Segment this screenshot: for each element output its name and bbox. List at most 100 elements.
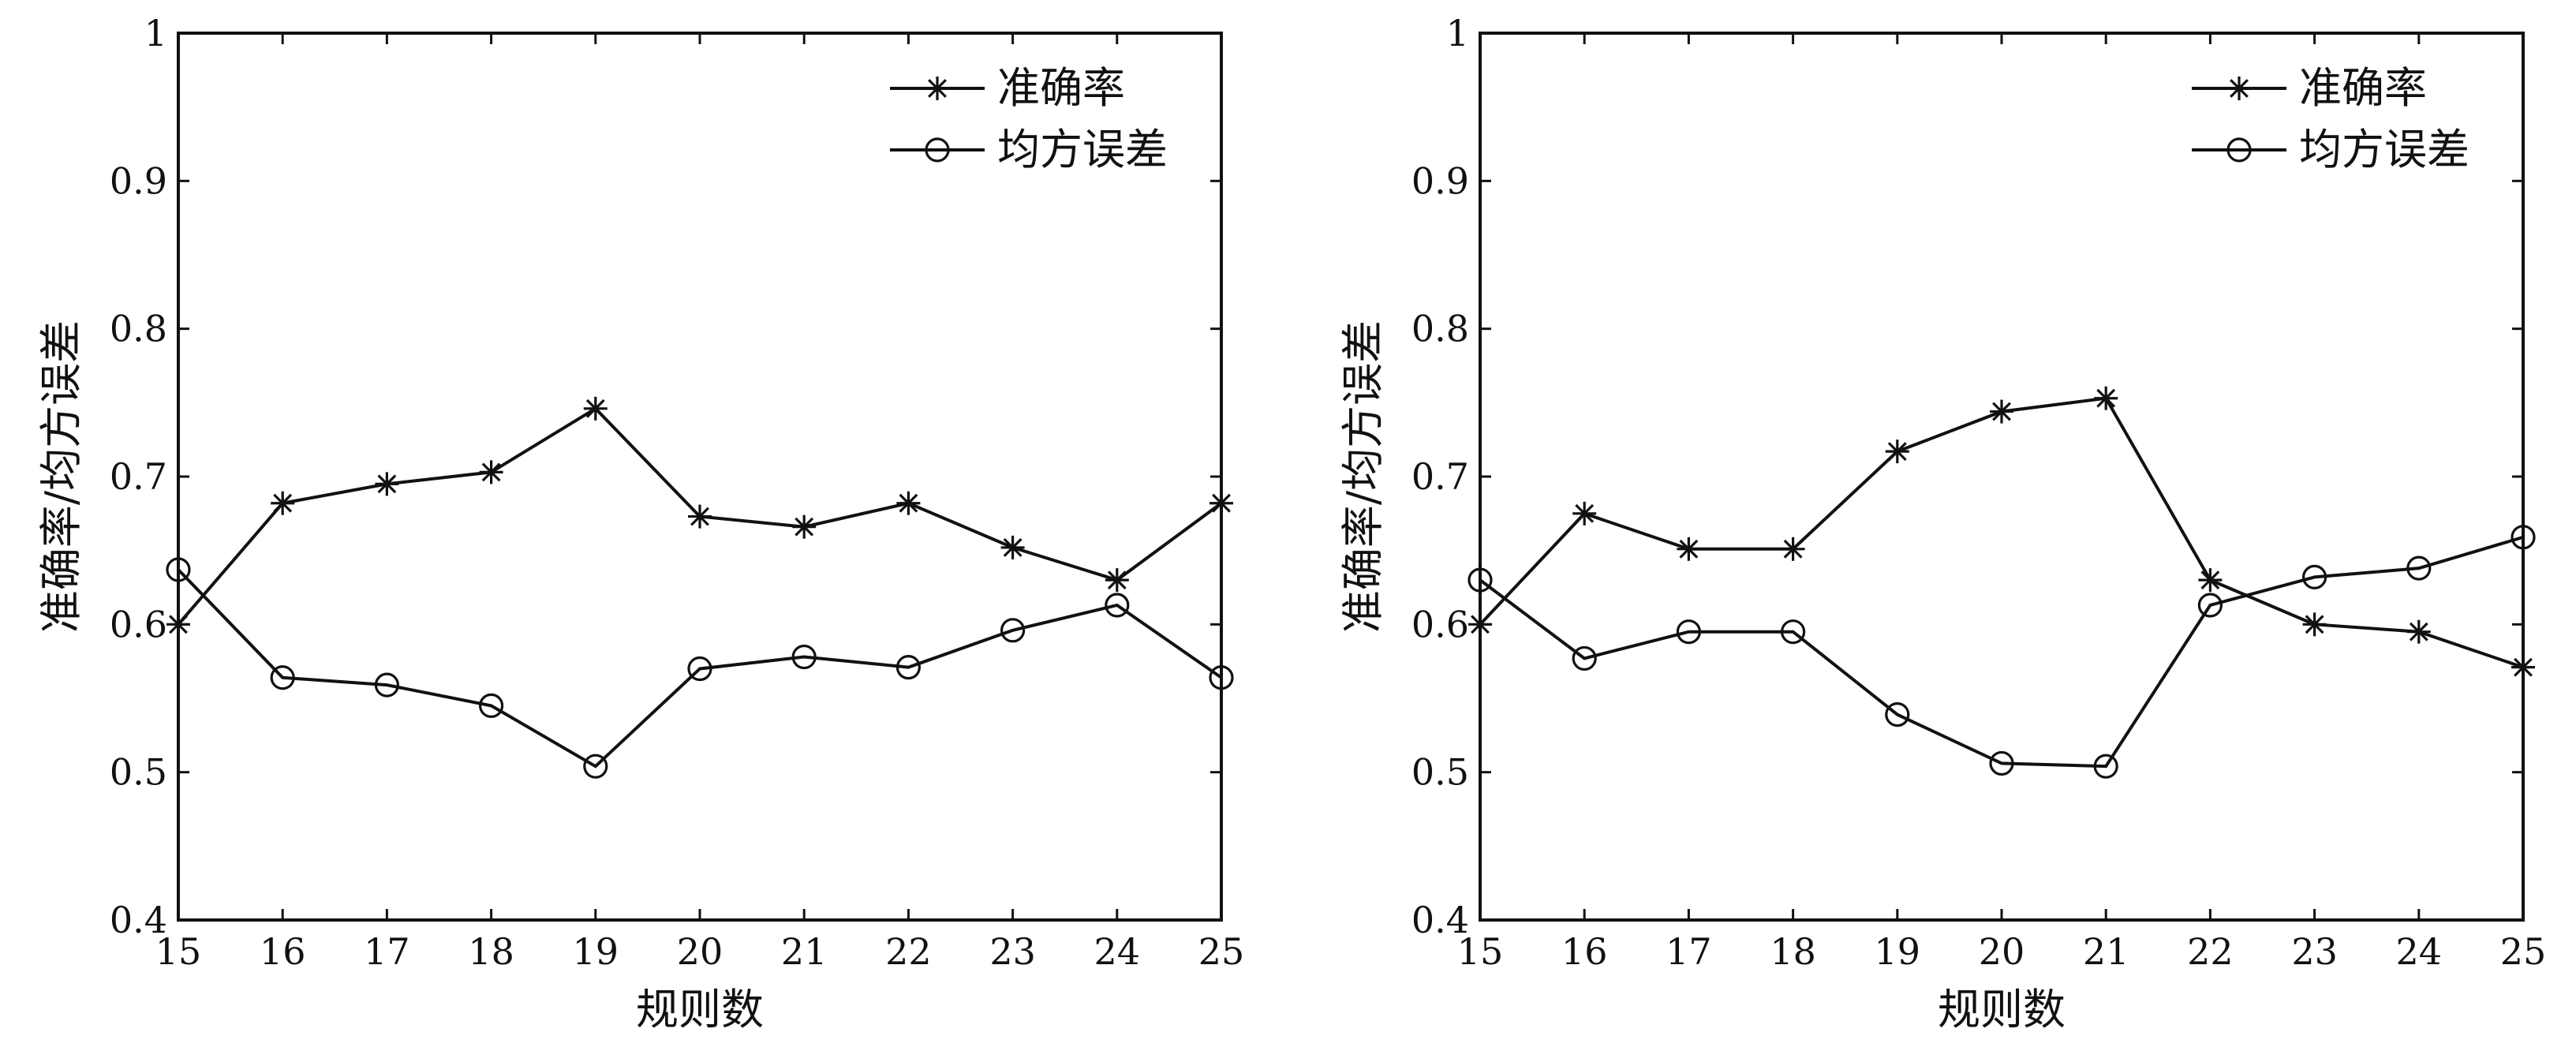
x-tick-label: 21 bbox=[2083, 930, 2129, 973]
accuracy-point bbox=[375, 472, 399, 496]
legend-star-marker bbox=[2227, 77, 2251, 100]
x-tick-label: 21 bbox=[781, 930, 828, 973]
mse-point bbox=[1105, 593, 1130, 618]
mse-point bbox=[1000, 618, 1026, 643]
x-axis-label: 规则数 bbox=[636, 985, 764, 1034]
accuracy-point bbox=[2511, 655, 2535, 679]
x-tick-label: 19 bbox=[1875, 930, 1921, 973]
x-tick-label: 20 bbox=[677, 930, 723, 973]
legend-circle-marker bbox=[2226, 137, 2252, 163]
x-tick-label: 25 bbox=[1198, 930, 1245, 973]
mse-point bbox=[2093, 754, 2118, 779]
accuracy-point bbox=[2406, 619, 2431, 644]
mse-point bbox=[2197, 593, 2223, 618]
mse-point bbox=[1209, 665, 1234, 690]
accuracy-point bbox=[1885, 439, 1909, 464]
series-line-mse bbox=[177, 568, 1223, 769]
accuracy-point bbox=[2302, 612, 2327, 637]
accuracy-point bbox=[1781, 537, 1805, 561]
left-chart-panel: 15 16 17 18 19 20 21 22 23 24 25 0.4 0.5 0.6 0.7 0.8 0.9… bbox=[36, 12, 1244, 1034]
mse-point bbox=[1572, 645, 1597, 671]
mse-point bbox=[1989, 750, 2014, 776]
x-tick-label: 25 bbox=[2500, 930, 2547, 973]
legend-entry: 准确率 bbox=[890, 63, 1125, 113]
mse-point bbox=[374, 672, 399, 698]
y-tick-label: 0.6 bbox=[110, 603, 167, 645]
x-tick-label: 23 bbox=[989, 930, 1036, 973]
y-tick-label: 1 bbox=[1446, 12, 1469, 54]
y-tick-label: 0.5 bbox=[110, 751, 167, 794]
series-line-accuracy bbox=[1479, 396, 2524, 669]
legend-label: 准确率 bbox=[997, 63, 1125, 113]
x-tick-label: 22 bbox=[2187, 930, 2234, 973]
x-tick-label: 17 bbox=[364, 930, 410, 973]
accuracy-point bbox=[2094, 386, 2118, 410]
x-tick-label: 16 bbox=[1561, 930, 1608, 973]
x-tick-label: 19 bbox=[573, 930, 619, 973]
mse-point bbox=[270, 665, 295, 690]
x-axis-label: 规则数 bbox=[1938, 985, 2066, 1034]
mse-point bbox=[2511, 525, 2536, 550]
accuracy-point bbox=[1990, 399, 2013, 424]
y-tick-label: 0.4 bbox=[1411, 899, 1469, 941]
legend-label: 均方误差 bbox=[2299, 125, 2469, 174]
accuracy-point bbox=[479, 460, 503, 484]
y-tick-label: 0.9 bbox=[110, 159, 167, 202]
mse-point bbox=[478, 693, 504, 718]
legend-entry: 准确率 bbox=[2192, 63, 2427, 113]
mse-point bbox=[1676, 619, 1701, 645]
x-tick-label: 22 bbox=[885, 930, 932, 973]
y-tick-label: 0.8 bbox=[110, 308, 167, 350]
accuracy-point bbox=[1209, 491, 1233, 515]
y-tick-label: 0.7 bbox=[1411, 455, 1469, 498]
accuracy-point bbox=[1105, 568, 1129, 593]
mse-point bbox=[1781, 619, 1806, 645]
legend-entry: 均方误差 bbox=[890, 125, 1168, 174]
accuracy-point bbox=[2198, 568, 2223, 593]
x-tick-label: 23 bbox=[2291, 930, 2338, 973]
y-tick-label: 0.9 bbox=[1411, 159, 1469, 202]
y-tick-label: 1 bbox=[144, 12, 167, 54]
accuracy-point bbox=[688, 504, 712, 529]
mse-point bbox=[1467, 567, 1493, 593]
x-tick-label: 20 bbox=[1979, 930, 2025, 973]
accuracy-point bbox=[271, 491, 295, 515]
accuracy-point bbox=[792, 514, 817, 539]
x-tick-label: 15 bbox=[155, 930, 202, 973]
mse-point bbox=[791, 644, 817, 670]
mse-point bbox=[895, 655, 922, 680]
y-tick-label: 0.4 bbox=[110, 899, 167, 941]
mse-point bbox=[166, 557, 191, 582]
x-tick-label: 18 bbox=[1770, 930, 1816, 973]
x-tick-label: 18 bbox=[468, 930, 514, 973]
mse-point bbox=[2406, 555, 2432, 581]
accuracy-point bbox=[1000, 535, 1025, 559]
legend-entry: 均方误差 bbox=[2192, 125, 2469, 174]
accuracy-point bbox=[583, 396, 608, 421]
accuracy-point bbox=[166, 612, 190, 637]
x-tick-label: 16 bbox=[260, 930, 306, 973]
accuracy-point bbox=[896, 491, 921, 515]
accuracy-point bbox=[1468, 612, 1492, 637]
y-tick-label: 0.5 bbox=[1411, 751, 1469, 794]
series-line-mse bbox=[1479, 535, 2524, 769]
legend-label: 准确率 bbox=[2299, 63, 2427, 113]
accuracy-point bbox=[1572, 501, 1597, 526]
legend-label: 均方误差 bbox=[997, 125, 1168, 174]
accuracy-point bbox=[1677, 537, 1701, 561]
x-tick-label: 15 bbox=[1457, 930, 1504, 973]
legend-circle-marker bbox=[925, 137, 950, 163]
mse-point bbox=[2302, 564, 2327, 589]
x-tick-label: 17 bbox=[1666, 930, 1712, 973]
y-tick-label: 0.6 bbox=[1411, 603, 1469, 645]
legend-star-marker bbox=[925, 77, 949, 100]
y-tick-label: 0.8 bbox=[1411, 308, 1469, 350]
mse-point bbox=[583, 754, 608, 779]
right-chart-panel: 15 16 17 18 19 20 21 22 23 24 25 0.4 0.5 0.6 0.7 0.8 0.9… bbox=[1338, 12, 2546, 1034]
x-tick-label: 24 bbox=[1094, 930, 1141, 973]
mse-point bbox=[687, 656, 712, 682]
y-axis-label: 准确率/均方误差 bbox=[36, 320, 86, 633]
x-tick-label: 24 bbox=[2396, 930, 2443, 973]
y-tick-label: 0.7 bbox=[110, 455, 167, 498]
